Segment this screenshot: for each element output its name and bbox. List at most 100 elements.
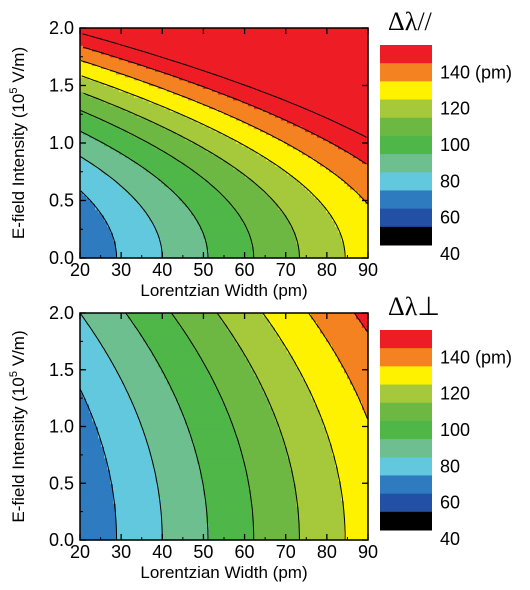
field-cell — [128, 237, 132, 242]
field-cell — [146, 235, 150, 239]
field-cell — [89, 240, 93, 245]
field-cell — [146, 114, 150, 118]
field-cell — [128, 114, 132, 118]
field-cell — [107, 105, 111, 110]
field-cell — [182, 171, 186, 176]
field-cell — [173, 174, 177, 179]
field-cell — [167, 68, 171, 72]
field-cell — [125, 128, 129, 133]
field-cell — [134, 53, 138, 58]
field-cell — [92, 151, 96, 156]
field-cell — [146, 71, 150, 75]
field-cell — [170, 76, 174, 81]
field-cell — [101, 232, 105, 236]
field-cell — [122, 229, 126, 233]
field-cell — [86, 229, 90, 233]
field-cell — [176, 94, 180, 98]
field-cell — [155, 143, 159, 147]
field-cell — [104, 148, 108, 153]
field-cell — [182, 145, 186, 150]
field-cell — [134, 148, 138, 153]
field-cell — [155, 255, 159, 259]
field-cell — [116, 249, 120, 253]
field-cell — [131, 114, 135, 118]
field-cell — [152, 246, 156, 250]
field-cell — [98, 88, 102, 92]
field-cell — [146, 154, 150, 158]
field-cell — [176, 117, 180, 121]
field-cell — [158, 206, 162, 210]
field-cell — [173, 235, 177, 239]
field-cell — [161, 51, 165, 55]
field-cell — [92, 157, 96, 161]
field-cell — [119, 154, 123, 158]
field-cell — [179, 82, 183, 87]
field-cell — [86, 30, 90, 35]
field-cell — [137, 97, 141, 101]
field-cell — [134, 28, 138, 32]
field-cell — [131, 65, 135, 69]
field-cell — [98, 122, 102, 127]
field-cell — [116, 174, 120, 179]
field-cell — [110, 151, 114, 156]
field-cell — [167, 143, 171, 147]
field-cell — [137, 243, 141, 248]
field-cell — [86, 122, 90, 127]
field-cell — [164, 91, 168, 95]
field-cell — [110, 99, 114, 104]
field-cell — [119, 68, 123, 72]
field-cell — [134, 125, 138, 130]
field-cell — [119, 42, 123, 46]
field-cell — [164, 229, 168, 233]
field-cell — [125, 186, 129, 190]
field-cell — [158, 99, 162, 104]
field-cell — [140, 88, 144, 92]
field-cell — [98, 220, 102, 225]
field-cell — [140, 114, 144, 118]
field-cell — [128, 206, 132, 210]
field-cell — [182, 102, 186, 107]
field-cell — [110, 177, 114, 181]
field-cell — [182, 160, 186, 164]
field-cell — [113, 28, 117, 32]
field-cell — [134, 128, 138, 133]
field-cell — [128, 51, 132, 55]
field-cell — [173, 65, 177, 69]
field-cell — [146, 237, 150, 242]
field-cell — [167, 91, 171, 95]
field-cell — [137, 134, 141, 138]
field-cell — [98, 94, 102, 98]
field-cell — [149, 212, 153, 216]
field-cell — [173, 114, 177, 118]
field-cell — [161, 232, 165, 236]
field-cell — [110, 203, 114, 207]
field-cell — [146, 45, 150, 49]
field-cell — [125, 209, 129, 213]
field-cell — [92, 206, 96, 210]
field-cell — [116, 122, 120, 127]
field-cell — [122, 105, 126, 110]
field-cell — [125, 168, 129, 173]
field-cell — [98, 62, 102, 66]
field-cell — [113, 122, 117, 127]
field-cell — [179, 255, 183, 259]
field-cell — [155, 71, 159, 75]
field-cell — [170, 42, 174, 46]
field-cell — [137, 79, 141, 84]
field-cell — [140, 189, 144, 193]
field-cell — [122, 111, 126, 115]
field-cell — [182, 226, 186, 230]
field-cell — [152, 33, 156, 38]
field-cell — [95, 203, 99, 207]
field-cell — [80, 223, 84, 227]
field-cell — [113, 237, 117, 242]
field-cell — [149, 28, 153, 32]
field-cell — [173, 117, 177, 121]
field-cell — [92, 235, 96, 239]
field-cell — [95, 94, 99, 98]
field-cell — [137, 220, 141, 225]
field-cell — [95, 82, 99, 87]
field-cell — [167, 56, 171, 61]
field-cell — [98, 212, 102, 216]
field-cell — [161, 122, 165, 127]
